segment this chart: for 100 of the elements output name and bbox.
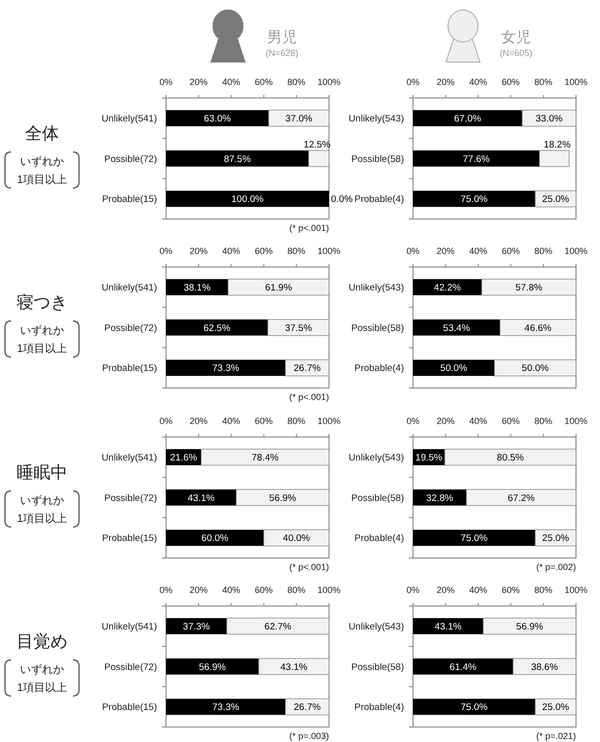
x-tick-label: 60% bbox=[502, 416, 520, 426]
x-tick-label: 0% bbox=[159, 585, 173, 595]
data-label: 40.0% bbox=[282, 533, 310, 544]
x-tick-label: 60% bbox=[502, 585, 520, 595]
bar bbox=[413, 319, 500, 336]
x-tick-label: 80% bbox=[287, 246, 306, 256]
y-tick-label: Probable(4) bbox=[354, 194, 404, 206]
data-label: 50.0% bbox=[522, 363, 550, 374]
text: (* p<.001) bbox=[289, 562, 329, 572]
y-axis-title: 目覚め bbox=[16, 632, 68, 651]
x-tick-label: 0% bbox=[406, 416, 420, 426]
text: (* p<.001) bbox=[289, 223, 329, 233]
x-tick-label: 80% bbox=[534, 585, 552, 595]
y-tick-label: Possible(72) bbox=[104, 154, 157, 165]
x-tick-label: 40% bbox=[469, 77, 488, 87]
x-tick-label: 100% bbox=[564, 246, 588, 256]
data-label: 37.5% bbox=[284, 322, 312, 334]
bar bbox=[166, 618, 227, 634]
y-axis-title: 睡眠中 bbox=[16, 463, 68, 482]
data-label: 63.0% bbox=[204, 114, 232, 125]
chart-title: 男児 bbox=[267, 29, 297, 46]
x-tick-label: 80% bbox=[534, 416, 552, 426]
data-label: 87.5% bbox=[224, 154, 252, 165]
data-label: 21.6% bbox=[170, 452, 198, 464]
data-label: 25.0% bbox=[542, 194, 570, 206]
bar bbox=[413, 360, 494, 376]
data-label: 33.0% bbox=[536, 114, 564, 125]
bar bbox=[166, 698, 286, 715]
x-tick-label: 0% bbox=[159, 416, 173, 426]
x-tick-label: 20% bbox=[190, 416, 208, 426]
data-label: 37.0% bbox=[285, 114, 313, 125]
x-tick-label: 100% bbox=[317, 416, 341, 426]
bar bbox=[166, 658, 259, 675]
bar bbox=[166, 489, 236, 506]
y-tick-label: Unlikely(541) bbox=[102, 282, 157, 294]
x-tick-label: 0% bbox=[406, 585, 420, 595]
y-tick-label: Probable(4) bbox=[354, 363, 404, 374]
text: (* p=.021) bbox=[536, 731, 576, 741]
x-tick-label: 40% bbox=[469, 246, 488, 256]
data-label: 61.9% bbox=[265, 282, 293, 294]
data-label: 0.0% bbox=[331, 194, 354, 206]
x-tick-label: 20% bbox=[436, 77, 455, 87]
x-tick-label: 0% bbox=[159, 77, 173, 87]
chart-subtitle: (N=605) bbox=[500, 48, 532, 58]
x-tick-label: 100% bbox=[317, 246, 341, 256]
y-tick-label: Probable(15) bbox=[102, 363, 157, 374]
x-tick-label: 0% bbox=[406, 246, 420, 256]
x-tick-label: 60% bbox=[254, 246, 273, 256]
bar bbox=[413, 190, 536, 207]
x-tick-label: 80% bbox=[287, 416, 306, 426]
text: (* p=.002) bbox=[536, 562, 576, 572]
data-label: 42.2% bbox=[434, 282, 462, 294]
x-tick-label: 100% bbox=[317, 77, 341, 87]
y-tick-label: Probable(15) bbox=[102, 194, 157, 206]
y-tick-label: Possible(72) bbox=[104, 492, 157, 504]
x-tick-label: 0% bbox=[406, 77, 420, 87]
data-label: 43.1% bbox=[188, 492, 216, 504]
y-axis-title: 寝つき bbox=[16, 293, 68, 312]
x-tick-label: 80% bbox=[287, 585, 306, 595]
x-tick-label: 100% bbox=[564, 77, 588, 87]
bar bbox=[166, 150, 309, 167]
bar bbox=[413, 150, 540, 167]
x-tick-label: 60% bbox=[254, 585, 273, 595]
data-label: 61.4% bbox=[450, 662, 478, 673]
x-tick-label: 60% bbox=[254, 416, 273, 426]
y-axis-title: 全体 bbox=[25, 124, 59, 143]
bar bbox=[413, 698, 536, 715]
data-label: 32.8% bbox=[426, 492, 454, 504]
data-label: 19.5% bbox=[415, 452, 443, 464]
data-label: 73.3% bbox=[212, 702, 240, 714]
data-label: 12.5% bbox=[304, 139, 332, 150]
bar bbox=[166, 360, 286, 376]
y-tick-label: Unlikely(541) bbox=[102, 114, 157, 125]
bar bbox=[539, 150, 570, 167]
chart-subtitle: (N=628) bbox=[266, 48, 298, 58]
data-label: 25.0% bbox=[542, 533, 570, 544]
data-label: 38.6% bbox=[531, 662, 559, 673]
x-tick-label: 100% bbox=[564, 416, 588, 426]
bar bbox=[166, 530, 264, 546]
bar bbox=[413, 658, 514, 675]
text: いずれか 1項目以上 bbox=[16, 155, 68, 186]
data-label: 26.7% bbox=[294, 363, 322, 374]
x-tick-label: 60% bbox=[502, 246, 520, 256]
bar bbox=[413, 110, 522, 126]
data-label: 62.5% bbox=[203, 322, 231, 334]
x-tick-label: 40% bbox=[469, 585, 488, 595]
data-label: 78.4% bbox=[252, 452, 280, 464]
y-tick-label: Probable(15) bbox=[102, 533, 157, 544]
bar bbox=[166, 279, 228, 296]
x-tick-label: 20% bbox=[436, 585, 455, 595]
data-label: 77.6% bbox=[462, 154, 490, 165]
y-tick-label: Unlikely(543) bbox=[348, 452, 404, 464]
text: いずれか 1項目以上 bbox=[16, 663, 68, 694]
text: いずれか 1項目以上 bbox=[16, 324, 68, 355]
y-tick-label: Unlikely(543) bbox=[348, 114, 404, 125]
y-tick-label: Possible(72) bbox=[104, 322, 157, 334]
x-tick-label: 80% bbox=[534, 77, 552, 87]
y-tick-label: Unlikely(541) bbox=[102, 622, 157, 633]
text: (* p=.003) bbox=[289, 731, 329, 741]
text: いずれか 1項目以上 bbox=[16, 494, 68, 525]
